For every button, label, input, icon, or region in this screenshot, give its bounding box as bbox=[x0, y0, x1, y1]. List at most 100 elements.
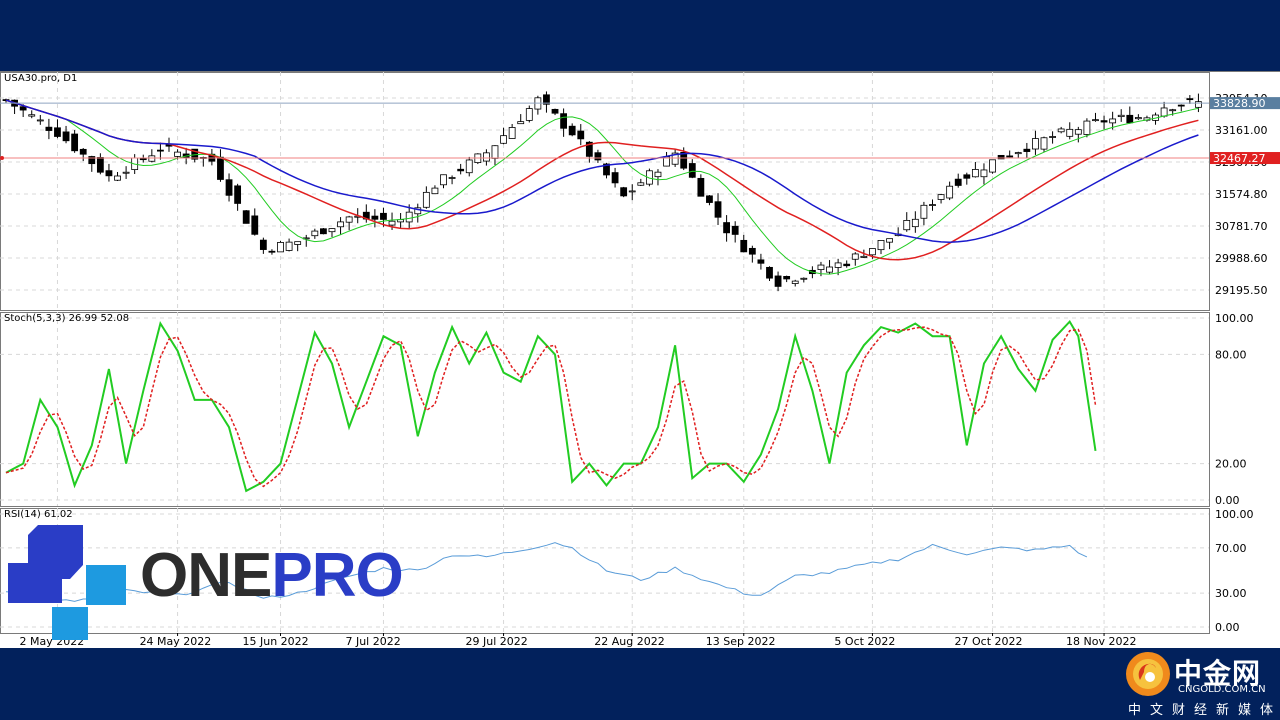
candle-bull bbox=[911, 218, 919, 228]
candle-bear bbox=[54, 127, 61, 137]
candle-bull bbox=[1092, 119, 1099, 122]
candle-bear bbox=[680, 152, 688, 169]
candle-bull bbox=[645, 170, 653, 185]
candle-bull bbox=[971, 169, 979, 178]
x-axis-label: 13 Sep 2022 bbox=[706, 635, 776, 648]
candle-bear bbox=[242, 210, 250, 224]
candle-bear bbox=[139, 158, 147, 161]
candle-bear bbox=[723, 222, 730, 234]
x-axis-label: 18 Nov 2022 bbox=[1066, 635, 1136, 648]
price-tick-label: 29195.50 bbox=[1215, 284, 1268, 297]
candle-bull bbox=[388, 220, 396, 226]
candle-bear bbox=[157, 149, 164, 152]
level-price-tag bbox=[1210, 152, 1280, 165]
candle-bear bbox=[1177, 104, 1185, 107]
candle-bull bbox=[817, 264, 825, 270]
candle-bear bbox=[963, 174, 971, 179]
candle-bear bbox=[783, 276, 791, 280]
candle-bear bbox=[62, 131, 70, 142]
candle-bear bbox=[774, 275, 782, 287]
candle-bear bbox=[457, 168, 465, 172]
stoch-tick-label: 20.00 bbox=[1215, 458, 1247, 471]
candle-bull bbox=[465, 159, 473, 174]
candle-bull bbox=[500, 135, 507, 144]
candle-bear bbox=[568, 125, 576, 136]
candle-bear bbox=[748, 247, 756, 255]
candle-bull bbox=[1040, 137, 1048, 150]
candle-bear bbox=[1100, 120, 1108, 123]
candle-bear bbox=[88, 156, 96, 165]
candle-bull bbox=[405, 211, 413, 223]
rsi-tick-label: 70.00 bbox=[1215, 542, 1247, 555]
candle-bear bbox=[71, 133, 79, 152]
candle-bull bbox=[122, 171, 130, 174]
candle-bull bbox=[1032, 138, 1039, 150]
candle-bull bbox=[517, 121, 525, 125]
candle-bear bbox=[1186, 98, 1194, 101]
chart-area: 33954.1033161.0032367.9031574.8030781.70… bbox=[0, 71, 1280, 648]
candle-bear bbox=[217, 156, 224, 180]
price-tick-label: 31574.80 bbox=[1215, 188, 1268, 201]
candle-bull bbox=[1117, 114, 1125, 118]
candle-bull bbox=[929, 204, 936, 206]
price-tick-label: 30781.70 bbox=[1215, 220, 1268, 233]
cngold-title: 中金网 bbox=[1174, 657, 1262, 690]
candle-bear bbox=[714, 201, 722, 218]
candle-bear bbox=[997, 154, 1005, 160]
onepro-logo-text: ONEPRO bbox=[140, 545, 404, 607]
candle-bull bbox=[1014, 152, 1022, 155]
candle-bull bbox=[277, 242, 284, 253]
top-banner bbox=[0, 0, 1280, 71]
candle-bull bbox=[174, 151, 181, 157]
candle-bull bbox=[1066, 128, 1074, 137]
candle-bull bbox=[28, 114, 36, 117]
candle-bear bbox=[1023, 148, 1031, 152]
candle-bear bbox=[234, 185, 242, 204]
candle-bull bbox=[869, 248, 876, 256]
cngold-slogan: 中文财经新媒体 bbox=[1128, 703, 1280, 718]
candle-bull bbox=[886, 238, 893, 243]
candle-bear bbox=[251, 215, 259, 235]
candle-bull bbox=[628, 190, 636, 193]
cngold-logo: 中金网 CNGOLD.COM.CN 中文财经新媒体 bbox=[1122, 650, 1273, 718]
candle-bull bbox=[36, 119, 44, 122]
logo-pro-text: PRO bbox=[271, 541, 403, 610]
candle-bull bbox=[791, 280, 799, 284]
candle-bull bbox=[414, 207, 422, 215]
candle-bull bbox=[851, 253, 859, 260]
candle-bear bbox=[543, 94, 550, 105]
candle-bull bbox=[482, 152, 490, 162]
candle-bear bbox=[96, 157, 104, 173]
candle-bear bbox=[560, 113, 568, 129]
x-axis-label: 15 Jun 2022 bbox=[243, 635, 309, 648]
candle-bull bbox=[491, 145, 499, 159]
candle-bull bbox=[826, 266, 833, 273]
onepro-logo-mark bbox=[8, 525, 126, 640]
level-marker bbox=[0, 156, 4, 161]
rsi-tick-label: 100.00 bbox=[1215, 508, 1254, 521]
cngold-domain: CNGOLD.COM.CN bbox=[1178, 684, 1266, 695]
candle-bull bbox=[440, 174, 447, 186]
price-chart-svg: 33954.1033161.0032367.9031574.8030781.70… bbox=[0, 71, 1280, 648]
candle-bear bbox=[380, 212, 387, 220]
candle-bull bbox=[1074, 129, 1082, 135]
x-axis-label: 7 Jul 2022 bbox=[345, 635, 400, 648]
candle-bull bbox=[1083, 120, 1091, 135]
candle-bear bbox=[706, 195, 713, 203]
candle-bull bbox=[525, 108, 533, 121]
logo-cyan-square-top bbox=[86, 565, 126, 605]
stoch-panel-frame bbox=[0, 312, 1210, 507]
candle-bear bbox=[954, 178, 962, 186]
current-price-label: 33828.90 bbox=[1213, 97, 1266, 110]
candle-bull bbox=[937, 194, 945, 200]
candle-bear bbox=[551, 108, 559, 114]
candle-bull bbox=[448, 177, 456, 179]
moving-average-line bbox=[5, 99, 1199, 243]
candle-bear bbox=[688, 163, 696, 178]
candle-bull bbox=[337, 221, 344, 228]
candle-bear bbox=[757, 259, 765, 264]
logo-one-text: ONE bbox=[140, 541, 272, 610]
price-panel-label: USA30.pro, D1 bbox=[4, 73, 77, 84]
rsi-tick-label: 30.00 bbox=[1215, 587, 1247, 600]
stoch-panel-label: Stoch(5,3,3) 26.99 52.08 bbox=[4, 313, 129, 324]
